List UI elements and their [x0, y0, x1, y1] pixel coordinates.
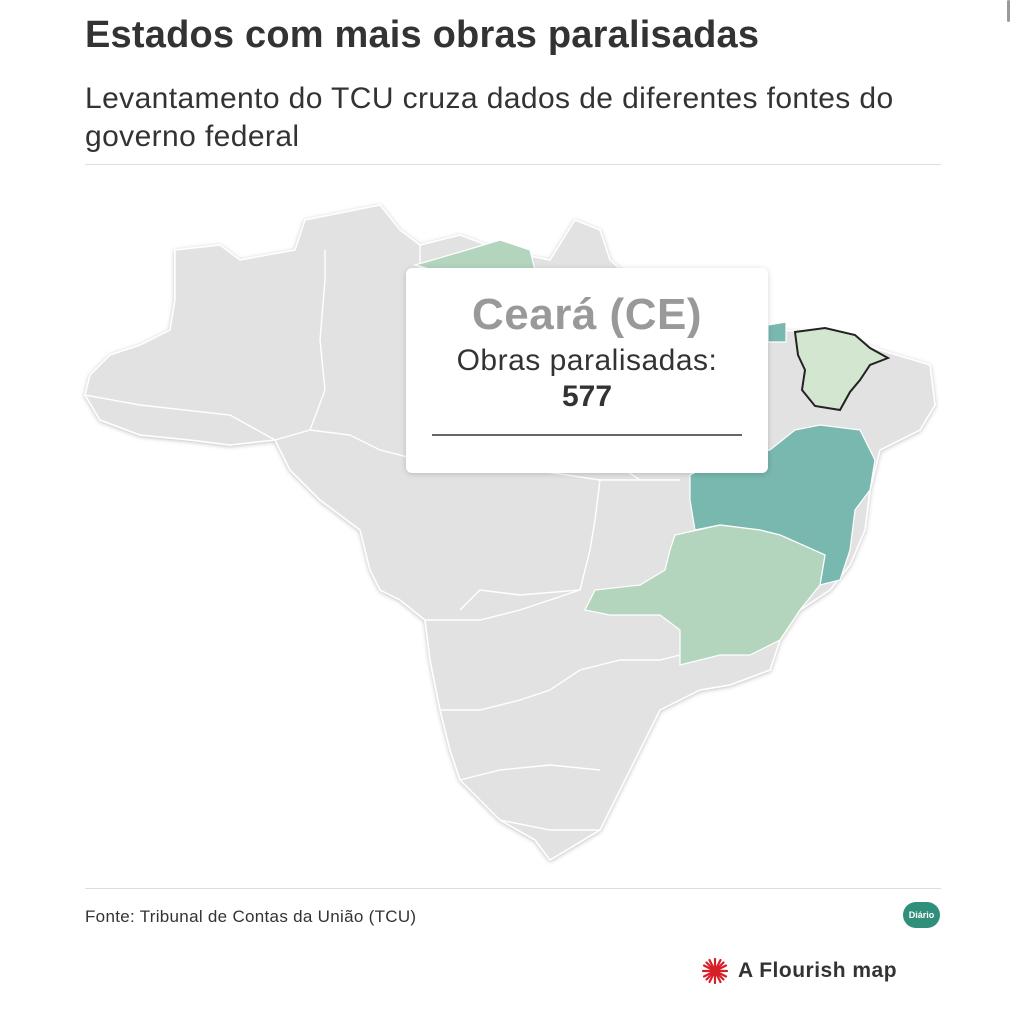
state-ce [793, 326, 891, 412]
state-mg [584, 524, 826, 666]
tooltip-divider [432, 434, 742, 436]
chart-title: Estados com mais obras paralisadas [85, 14, 760, 56]
diario-logo[interactable]: Diário [903, 902, 940, 928]
flourish-credit-link[interactable]: A Flourish map [700, 956, 897, 986]
state-ma [767, 321, 787, 343]
source-note: Fonte: Tribunal de Contas da União (TCU) [85, 907, 417, 926]
scrollbar[interactable] [1007, 0, 1010, 22]
flourish-star-icon [701, 957, 729, 985]
flourish-credit-text: A Flourish map [738, 959, 898, 982]
tooltip-value: 577 [561, 380, 613, 413]
tooltip-state-name: Ceará (CE) [472, 290, 702, 339]
tooltip-label: Obras paralisadas: [456, 344, 718, 377]
map-tooltip: Ceará (CE) Obras paralisadas: 577 [406, 268, 768, 473]
chart-subtitle: Levantamento do TCU cruza dados de difer… [85, 82, 894, 153]
footer-divider [85, 888, 941, 889]
header-divider [85, 164, 941, 165]
